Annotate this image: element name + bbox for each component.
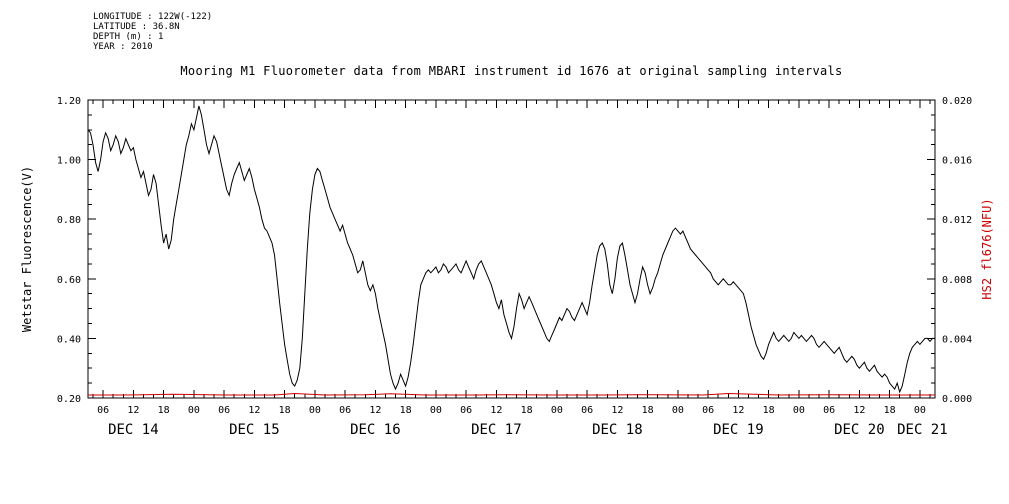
x-tick-label: 18 — [763, 405, 775, 416]
x-tick-label: 06 — [823, 405, 835, 416]
x-date-label: DEC 19 — [713, 422, 764, 438]
x-tick-label: 12 — [611, 405, 623, 416]
x-tick-label: 06 — [702, 405, 714, 416]
meta-longitude: LONGITUDE : 122W(-122) — [93, 12, 213, 22]
x-date-label: DEC 14 — [108, 422, 159, 438]
y-right-tick-label: 0.016 — [942, 156, 972, 167]
x-date-label: DEC 17 — [471, 422, 522, 438]
x-tick-label: 12 — [853, 405, 865, 416]
plot-frame — [87, 99, 936, 399]
x-tick-label: 12 — [490, 405, 502, 416]
x-tick-label: 18 — [521, 405, 533, 416]
x-tick-label: 12 — [732, 405, 744, 416]
x-date-label: DEC 18 — [592, 422, 643, 438]
y-left-tick-label: 1.20 — [57, 96, 81, 107]
x-tick-label: 12 — [369, 405, 381, 416]
x-tick-label: 00 — [430, 405, 442, 416]
meta-latitude: LATITUDE : 36.8N — [93, 22, 180, 32]
plot-area: 06 12 18 00 06 12 18 00 06 12 18 00 06 12 18 00 06 12 18 00… — [57, 96, 972, 438]
x-date-label: DEC 21 — [897, 422, 948, 438]
x-tick-label: 18 — [642, 405, 654, 416]
y-right-tick-label: 0.012 — [942, 215, 972, 226]
x-tick-label: 06 — [339, 405, 351, 416]
y-right-tick-label: 0.004 — [942, 334, 972, 345]
series-left-line — [87, 105, 935, 394]
x-tick-label: 00 — [793, 405, 805, 416]
x-tick-label: 00 — [672, 405, 684, 416]
left-axis-title: Wetstar Fluorescence(V) — [20, 166, 34, 332]
x-tick-label: 18 — [279, 405, 291, 416]
x-tick-label: 06 — [581, 405, 593, 416]
y-right-tick-label: 0.008 — [942, 275, 972, 286]
y-left-tick-label: 0.20 — [57, 394, 81, 405]
y-right-tick-label: 0.000 — [942, 394, 972, 405]
x-tick-label: 00 — [309, 405, 321, 416]
y-left-tick-label: 0.60 — [57, 275, 81, 286]
x-tick-label: 12 — [248, 405, 260, 416]
y-left-tick-label: 0.40 — [57, 334, 81, 345]
chart-title: Mooring M1 Fluorometer data from MBARI i… — [180, 64, 843, 78]
x-tick-label: 18 — [884, 405, 896, 416]
meta-year: YEAR : 2010 — [93, 42, 153, 52]
x-tick-label: 00 — [914, 405, 926, 416]
x-tick-label: 12 — [127, 405, 139, 416]
y-left-tick-label: 0.80 — [57, 215, 81, 226]
y-right-tick-label: 0.020 — [942, 96, 972, 107]
metadata-block: LONGITUDE : 122W(-122) LATITUDE : 36.8N … — [93, 12, 212, 52]
x-tick-label: 18 — [158, 405, 170, 416]
meta-depth: DEPTH (m) : 1 — [93, 32, 164, 42]
x-tick-label: 18 — [400, 405, 412, 416]
x-date-label: DEC 16 — [350, 422, 401, 438]
x-tick-label: 00 — [188, 405, 200, 416]
x-tick-label: 00 — [551, 405, 563, 416]
x-date-label: DEC 15 — [229, 422, 280, 438]
x-tick-label: 06 — [218, 405, 230, 416]
x-tick-label: 06 — [460, 405, 472, 416]
series-right-line — [88, 392, 935, 396]
y-left-tick-label: 1.00 — [57, 156, 81, 167]
x-date-label: DEC 20 — [834, 422, 885, 438]
x-tick-label: 06 — [97, 405, 109, 416]
right-axis-title: HS2 fl676(NFU) — [980, 198, 994, 299]
